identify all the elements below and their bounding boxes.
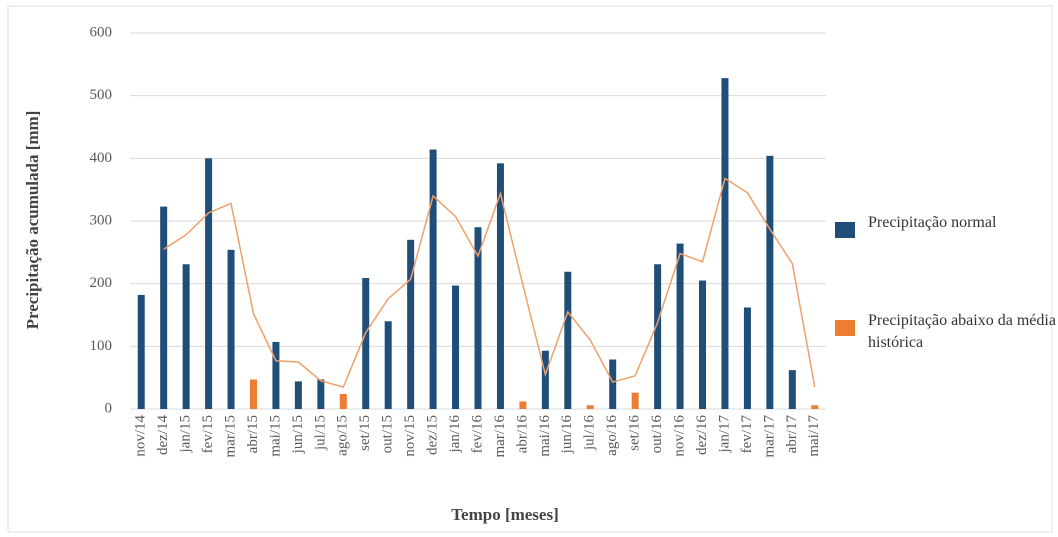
bar [699, 280, 707, 409]
x-tick-label: mar/15 [222, 415, 238, 458]
bar [384, 321, 392, 409]
legend-label: Precipitação abaixo da média histórica [868, 312, 1056, 351]
x-tick-label: mar/16 [492, 415, 508, 458]
x-tick-label: fev/17 [739, 415, 755, 454]
x-tick-label: abr/15 [245, 415, 261, 453]
bar [676, 243, 684, 409]
bar [227, 249, 235, 409]
legend-label: Precipitação normal [868, 214, 997, 231]
x-tick-label: set/15 [357, 415, 373, 451]
bar [766, 155, 774, 409]
bar [249, 379, 257, 409]
bar [137, 294, 145, 409]
bar [631, 392, 639, 409]
x-tick-label: mar/17 [761, 415, 777, 458]
bar [541, 350, 549, 409]
bar [452, 285, 460, 409]
x-tick-label: dez/15 [425, 415, 441, 455]
x-tick-label: ago/15 [335, 415, 351, 456]
line [163, 177, 816, 388]
bar [743, 307, 751, 409]
x-tick-label: ago/16 [604, 415, 620, 456]
bar [586, 405, 594, 409]
x-tick-label: nov/14 [133, 415, 149, 457]
y-tick-label: 0 [105, 400, 113, 416]
y-tick-label: 100 [90, 338, 113, 354]
x-tick-label: jul/15 [312, 415, 328, 451]
bar [496, 163, 504, 409]
x-tick-label: jan/17 [716, 415, 732, 454]
bar [811, 405, 819, 409]
y-tick-label: 200 [90, 275, 113, 291]
x-tick-label: dez/14 [155, 415, 171, 455]
bar [654, 264, 662, 409]
x-tick-label: jan/15 [178, 415, 194, 454]
bar [721, 78, 729, 410]
legend-swatch [835, 222, 855, 238]
bar [160, 206, 168, 409]
bar [429, 149, 437, 409]
x-tick-label: mai/16 [537, 415, 553, 457]
x-tick-label: mai/17 [806, 415, 822, 457]
x-tick-label: jun/16 [559, 415, 575, 455]
x-tick-label: abr/17 [784, 415, 800, 454]
x-tick-label: abr/16 [514, 415, 530, 454]
bar [564, 271, 572, 409]
x-tick-label: fev/15 [200, 415, 216, 453]
legend-swatch [835, 320, 855, 336]
bar [317, 379, 325, 409]
bar [609, 359, 617, 409]
bar [519, 401, 527, 409]
bar [182, 264, 190, 409]
x-tick-label: nov/15 [402, 415, 418, 457]
bar [407, 239, 415, 409]
x-tick-label: out/15 [380, 415, 396, 453]
x-tick-label: out/16 [649, 415, 665, 454]
frame [7, 5, 1053, 533]
bar [362, 278, 370, 409]
x-tick-label: nov/16 [672, 415, 688, 457]
y-axis-title: Precipitação acumulada [mm] [23, 111, 42, 330]
bar [474, 227, 482, 409]
x-tick-label: fev/16 [469, 415, 485, 454]
y-tick-label: 400 [90, 150, 113, 166]
x-tick-label: mai/15 [267, 415, 283, 457]
x-tick-label: dez/16 [694, 415, 710, 455]
bar [205, 158, 213, 409]
bar [339, 393, 347, 409]
x-axis-title: Tempo [meses] [451, 505, 559, 524]
x-tick-label: jul/16 [582, 415, 598, 452]
x-tick-label: jan/16 [447, 415, 463, 454]
y-tick-label: 600 [90, 24, 113, 40]
bar [272, 341, 280, 409]
x-tick-label: set/16 [627, 415, 643, 451]
bar [788, 370, 796, 409]
x-tick-label: jun/15 [290, 415, 306, 454]
y-tick-label: 300 [90, 212, 113, 228]
bar [294, 381, 302, 409]
y-tick-label: 500 [90, 87, 113, 103]
